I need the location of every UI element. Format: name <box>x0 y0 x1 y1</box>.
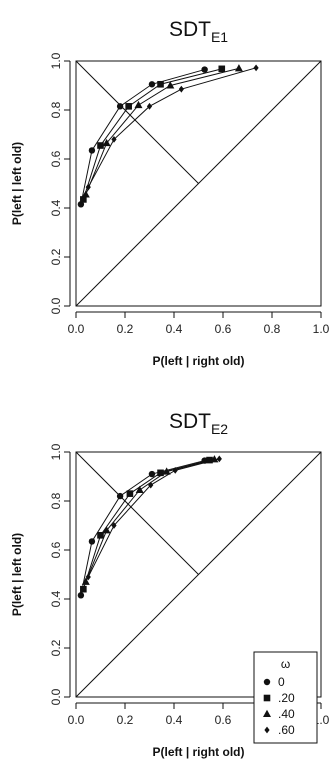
x-tick-label: 0.0 <box>68 713 85 727</box>
legend-marker-square <box>263 694 271 702</box>
x-tick-label: 1.0 <box>313 322 330 336</box>
data-point-square <box>97 142 104 149</box>
data-point-diamond <box>216 455 222 463</box>
data-point-circle <box>88 147 96 154</box>
chart-panel-2: SDTE20.00.20.40.60.81.00.00.20.40.60.81.… <box>10 410 330 759</box>
data-point-square <box>80 585 87 593</box>
data-point-triangle <box>134 100 143 109</box>
plot-frame <box>75 451 322 698</box>
data-point-diamond <box>172 466 178 474</box>
data-point-square <box>126 490 134 497</box>
data-point-diamond <box>253 64 259 72</box>
data-point-diamond <box>111 136 117 143</box>
legend-title: ω <box>281 657 290 671</box>
x-axis-label: P(left | right old) <box>152 745 244 759</box>
x-tick-label: 0.0 <box>68 322 85 336</box>
data-point-triangle <box>81 577 90 585</box>
series-3 <box>81 64 243 198</box>
y-tick-label: 0.4 <box>49 199 63 216</box>
data-point-circle <box>148 81 156 88</box>
y-tick-label: 0.8 <box>49 492 63 509</box>
chart-title: SDTE2 <box>169 410 228 437</box>
data-point-triangle <box>234 64 243 72</box>
data-point-triangle <box>162 467 171 475</box>
data-point-diamond <box>178 85 184 93</box>
series-line <box>80 69 205 205</box>
legend-entry: .20 <box>278 691 295 705</box>
data-point-square <box>125 103 132 110</box>
data-point-circle <box>148 470 156 478</box>
legend-entry: 0 <box>278 675 285 689</box>
legend-entry: .60 <box>278 723 295 737</box>
chart-title-subscript: E1 <box>211 29 228 45</box>
y-tick-label: 1.0 <box>49 52 63 69</box>
y-tick-label: 0.0 <box>49 688 63 705</box>
y-tick-label: 0.2 <box>49 248 63 265</box>
legend: ω 0 .20 .40 .60 <box>253 651 318 744</box>
y-tick-label: 0.0 <box>49 297 63 314</box>
x-tick-label: 0.6 <box>215 713 232 727</box>
x-axis-label: P(left | right old) <box>152 354 244 368</box>
series-3 <box>81 455 219 585</box>
series-1 <box>77 66 208 208</box>
legend-marker-circle <box>263 678 271 686</box>
series-line <box>80 460 205 596</box>
data-point-square <box>218 65 226 73</box>
series-2 <box>80 456 213 593</box>
y-tick-label: 0.4 <box>49 590 63 607</box>
data-point-circle <box>88 538 96 545</box>
data-point-square <box>97 532 104 539</box>
data-point-circle <box>116 492 124 500</box>
data-point-triangle <box>166 81 175 89</box>
chart-title-main: SDT <box>169 18 211 41</box>
chart-title-main: SDT <box>169 410 211 433</box>
data-point-diamond <box>85 183 91 191</box>
data-point-square <box>80 196 87 203</box>
data-point-circle <box>201 66 208 73</box>
x-tick-label: 0.2 <box>117 322 134 336</box>
data-point-diamond <box>85 573 91 581</box>
data-point-square <box>157 80 164 88</box>
x-tick-label: 0.2 <box>117 713 134 727</box>
data-point-triangle <box>81 190 90 198</box>
data-point-triangle <box>102 138 111 147</box>
x-tick-label: 0.8 <box>264 322 281 336</box>
y-axis-label: P(left | left old) <box>10 533 24 616</box>
anti-diagonal-line <box>75 451 199 575</box>
series-4 <box>85 455 222 581</box>
y-tick-label: 0.6 <box>49 150 63 167</box>
y-tick-label: 0.8 <box>49 101 63 118</box>
chart-title: SDTE1 <box>169 18 228 45</box>
series-2 <box>80 65 226 203</box>
data-point-circle <box>116 103 124 110</box>
y-tick-label: 0.6 <box>49 541 63 558</box>
y-tick-label: 0.2 <box>49 639 63 656</box>
plot-frame <box>75 60 322 307</box>
data-point-diamond <box>146 102 153 110</box>
x-tick-label: 0.4 <box>166 713 183 727</box>
data-point-diamond <box>148 481 154 489</box>
data-point-square <box>157 469 164 477</box>
data-point-circle <box>77 592 85 599</box>
series-1 <box>77 457 208 599</box>
legend-marker-triangle <box>263 709 271 717</box>
y-axis-label: P(left | left old) <box>10 142 24 225</box>
legend-entry: .40 <box>278 707 295 721</box>
data-point-triangle <box>135 485 144 493</box>
series-4 <box>85 64 259 191</box>
x-tick-label: 0.4 <box>166 322 183 336</box>
chart-panel-1: SDTE1 0.0 0.2 0.4 0.6 0.8 1.0 0.0 0.2 0.4 0.6 0.8 1.… <box>10 18 330 368</box>
chart-title-subscript: E2 <box>211 421 228 437</box>
data-point-diamond <box>111 522 117 529</box>
x-tick-label: 0.6 <box>215 322 232 336</box>
y-tick-label: 1.0 <box>49 443 63 460</box>
data-point-square <box>206 456 213 464</box>
legend-marker-diamond <box>264 726 270 734</box>
data-point-triangle <box>102 526 111 534</box>
anti-diagonal-line <box>75 60 199 184</box>
